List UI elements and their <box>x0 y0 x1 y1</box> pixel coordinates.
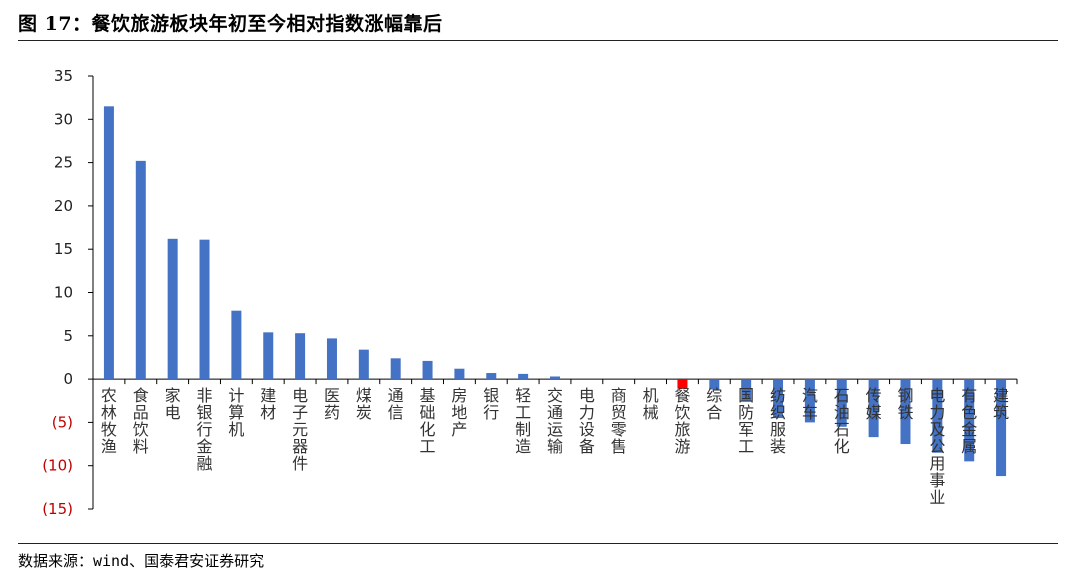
y-tick-label: 35 <box>54 67 73 85</box>
bar-13 <box>486 373 497 380</box>
bar-11 <box>422 360 433 380</box>
bar-22 <box>773 379 784 419</box>
y-tick-label: 10 <box>54 284 73 302</box>
bar-20 <box>709 379 720 390</box>
bar-25 <box>868 379 879 438</box>
bar-8 <box>326 338 337 380</box>
bar-6 <box>263 332 274 380</box>
x-tick-label: 食品饮料 <box>133 386 149 456</box>
y-tick-label: 15 <box>54 240 73 258</box>
y-tick-label: (10) <box>42 457 73 475</box>
bar-7 <box>295 333 306 380</box>
x-tick-label: 传媒 <box>866 386 882 422</box>
bar-10 <box>390 358 401 380</box>
bar-26 <box>900 379 911 445</box>
x-tick-label: 石油石化 <box>834 386 850 456</box>
x-tick-label: 房地产 <box>451 386 467 439</box>
x-tick-label: 建筑 <box>993 386 1009 422</box>
source-note: 数据来源：wind、国泰君安证券研究 <box>18 552 265 570</box>
y-tick-label: 20 <box>54 197 73 215</box>
y-tick-label: 0 <box>63 370 73 388</box>
bar-12 <box>454 368 465 380</box>
bar-29 <box>996 379 1007 477</box>
x-tick-label: 国防军工 <box>738 386 754 456</box>
x-tick-label: 汽车 <box>802 386 818 422</box>
y-tick-label: (15) <box>42 500 73 518</box>
x-tick-label: 电子元器件 <box>292 386 308 473</box>
y-tick-label: 25 <box>54 154 73 172</box>
bar-23 <box>804 379 815 423</box>
x-tick-label: 通信 <box>388 386 404 422</box>
bar-4 <box>199 239 210 380</box>
x-tick-label: 商贸零售 <box>611 386 627 456</box>
bar-2 <box>135 160 146 380</box>
bar-5 <box>231 310 242 380</box>
x-tick-label: 钢铁 <box>897 386 913 422</box>
x-tick-label: 电力及公用事业 <box>929 386 945 507</box>
x-tick-label: 餐饮旅游 <box>674 386 690 456</box>
x-tick-label: 纺织服装 <box>770 386 786 456</box>
bar-14 <box>518 373 529 380</box>
x-tick-label: 医药 <box>324 386 340 422</box>
figure-title: 图 17：餐饮旅游板块年初至今相对指数涨幅靠后 <box>18 13 443 35</box>
bar-28 <box>964 379 975 462</box>
bar-21 <box>741 379 752 401</box>
x-tick-label: 煤炭 <box>356 386 372 422</box>
bar-19 <box>677 379 688 389</box>
x-tick-label: 综合 <box>706 386 722 422</box>
y-tick-label: (5) <box>52 413 73 431</box>
bar-1 <box>103 106 114 380</box>
x-tick-label: 计算机 <box>228 386 244 439</box>
x-tick-label: 基础化工 <box>420 386 436 456</box>
x-tick-label: 轻工制造 <box>515 386 531 456</box>
title-rule <box>18 40 1058 41</box>
y-tick-label: 30 <box>54 110 73 128</box>
source-rule <box>18 543 1058 544</box>
x-tick-label: 有色金属 <box>961 386 977 456</box>
x-tick-label: 电力设备 <box>579 386 595 456</box>
bar-9 <box>358 349 369 380</box>
x-tick-label: 建材 <box>260 386 276 422</box>
x-tick-label: 家电 <box>165 386 181 422</box>
bar-chart: 35 30 25 20 15 10 5 0 (5) (10) (15) 农林牧渔食品饮料家电非银行金融… <box>42 67 1018 518</box>
bar-15 <box>550 376 560 380</box>
bar-3 <box>167 238 178 380</box>
x-tick-label: 农林牧渔 <box>101 386 117 456</box>
bar-27 <box>932 379 943 453</box>
x-tick-label: 银行 <box>483 386 499 422</box>
x-tick-label: 机械 <box>643 386 659 422</box>
bar-24 <box>836 379 847 427</box>
x-tick-label: 非银行金融 <box>197 386 213 473</box>
x-tick-label: 交通运输 <box>547 386 563 456</box>
y-tick-label: 5 <box>63 327 73 345</box>
